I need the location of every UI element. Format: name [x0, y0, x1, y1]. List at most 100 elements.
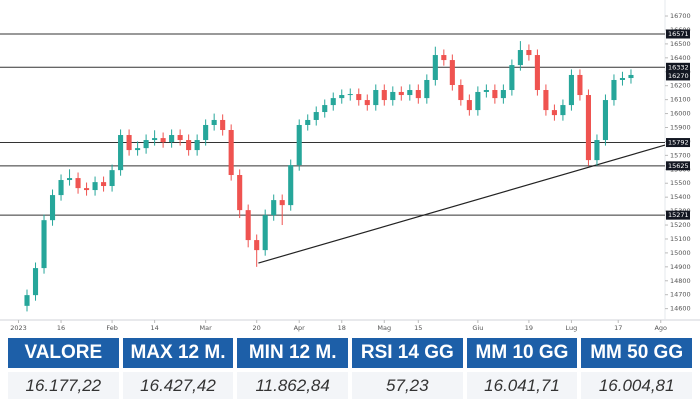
candle-body — [237, 175, 243, 211]
candle-body — [220, 119, 226, 131]
table-cell: 11.862,84 — [237, 372, 348, 399]
table-header: RSI 14 GG — [351, 338, 463, 368]
level-label-box — [666, 138, 690, 148]
level-label: 16332 — [668, 63, 689, 71]
candle-body — [424, 79, 430, 99]
level-label: 15625 — [668, 162, 689, 170]
y-tick-label: 14600 — [670, 305, 691, 313]
candle-body — [356, 94, 362, 101]
x-tick-label: 14 — [150, 324, 158, 332]
candle-body — [271, 200, 277, 216]
candle-body — [628, 74, 634, 79]
candle-body — [398, 91, 404, 96]
candle-body — [390, 91, 396, 101]
x-tick-label: Ago — [654, 324, 667, 332]
candle-body — [407, 90, 413, 96]
candle-body — [339, 95, 345, 99]
level-label: 15271 — [668, 211, 689, 219]
x-tick-label: 19 — [525, 324, 533, 332]
level-label-box — [666, 210, 690, 220]
table-header: VALORE — [8, 338, 119, 368]
x-tick-label: 17 — [614, 324, 622, 332]
candle-body — [84, 188, 90, 191]
candle-body — [560, 105, 566, 116]
candle-body — [381, 90, 387, 101]
x-tick-label: Mag — [377, 324, 391, 332]
candle-body — [24, 295, 30, 306]
table-header: MM 10 GG — [466, 338, 578, 368]
chart: 1460014700148001490015000151001520015300… — [0, 0, 700, 332]
table-cell: 16.427,42 — [122, 372, 234, 399]
candle-body — [254, 240, 260, 251]
candle-body — [415, 90, 421, 99]
x-tick-label: Lug — [566, 324, 578, 332]
candle-body — [279, 200, 285, 206]
candle-body — [330, 98, 336, 106]
candle-body — [32, 268, 39, 296]
candle-body — [126, 135, 132, 151]
candle-body — [611, 79, 617, 101]
table-cell: 57,23 — [351, 372, 463, 399]
table-header: MIN 12 M. — [237, 338, 348, 368]
x-tick-label: 2023 — [10, 324, 27, 332]
candle-body — [602, 100, 609, 141]
candle-body — [49, 195, 56, 221]
candle-body — [322, 105, 328, 113]
y-tick-label: 16400 — [670, 54, 691, 62]
candle-body — [135, 148, 141, 151]
candle-body — [568, 74, 574, 106]
candle-body — [500, 90, 506, 99]
level-label-box — [666, 29, 690, 39]
candle-body — [313, 112, 319, 120]
y-tick-label: 16200 — [670, 82, 691, 90]
x-tick-label: 15 — [414, 324, 422, 332]
candle-body — [58, 180, 64, 196]
candle-body — [203, 124, 209, 141]
y-tick-label: 14800 — [670, 277, 691, 285]
candle-body — [517, 50, 523, 66]
candle-body — [594, 140, 600, 161]
y-tick-label: 15000 — [670, 249, 691, 257]
candle-body — [458, 84, 464, 101]
y-tick-label: 16500 — [670, 40, 691, 48]
candle-body — [432, 55, 438, 80]
candle-body — [296, 124, 302, 166]
candle-body — [466, 100, 472, 111]
candle-body — [228, 130, 234, 176]
last-price-label: 16270 — [668, 72, 689, 80]
candle-body — [347, 94, 353, 96]
y-tick-label: 14900 — [670, 263, 691, 271]
candle-body — [101, 182, 107, 187]
level-label: 15792 — [668, 139, 689, 147]
candle-body — [619, 78, 626, 80]
table-cell: 16.177,22 — [8, 372, 119, 399]
candle-body — [534, 55, 540, 91]
candle-body — [509, 65, 515, 91]
candle-body — [373, 90, 379, 106]
candle-body — [41, 220, 47, 269]
candle-body — [551, 110, 557, 116]
y-tick-label: 16100 — [670, 96, 691, 104]
candle-body — [160, 138, 166, 143]
candle-body — [305, 119, 311, 125]
x-tick-label: 16 — [57, 324, 65, 332]
candle-body — [118, 135, 124, 171]
candle-body — [262, 215, 268, 251]
candle-body — [211, 119, 217, 125]
candle-body — [92, 182, 98, 191]
x-tick-label: Giu — [472, 324, 483, 332]
x-tick-label: Feb — [106, 324, 118, 332]
candle-body — [585, 95, 591, 161]
candle-body — [109, 170, 115, 187]
x-tick-label: 20 — [253, 324, 261, 332]
y-tick-label: 15500 — [670, 179, 691, 187]
table-cell: 16.041,71 — [466, 372, 578, 399]
candle-body — [543, 90, 549, 111]
y-tick-label: 15700 — [670, 151, 691, 159]
y-tick-label: 15100 — [670, 235, 691, 243]
stats-table: VALORE MAX 12 M. MIN 12 M. RSI 14 GG MM 10 G… — [8, 338, 692, 399]
candle-body — [449, 60, 455, 85]
candle-body — [288, 165, 294, 206]
candle-body — [194, 140, 200, 151]
